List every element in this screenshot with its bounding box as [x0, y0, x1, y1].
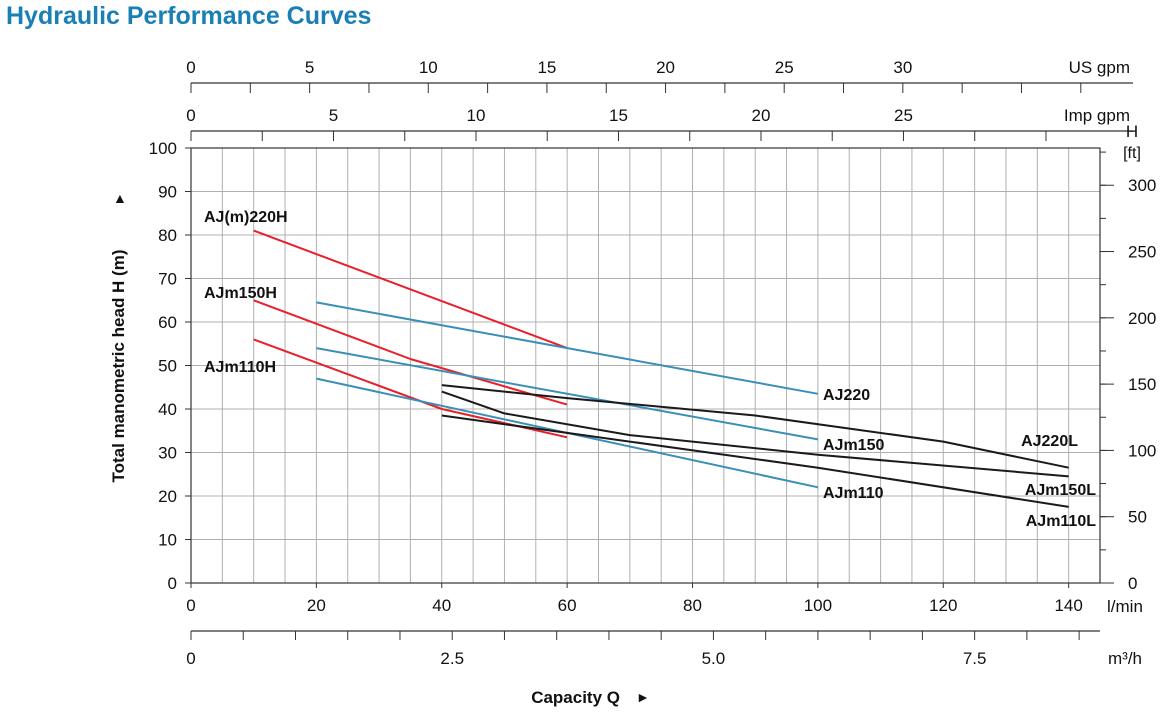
y-tick-label: 20 — [158, 487, 177, 506]
us-gpm-tick-label: 30 — [893, 58, 912, 77]
axes — [185, 82, 1133, 640]
us-gpm-tick-label: 0 — [186, 58, 195, 77]
series-line-ajm150l — [441, 390, 1069, 478]
y-tick-label: 10 — [158, 531, 177, 550]
y-axis-title-group: Total manometric head H (m) ▲ — [109, 190, 128, 483]
imp-gpm-tick-label: 15 — [609, 106, 628, 125]
x-tick-label: 100 — [804, 596, 832, 615]
us-gpm-tick-label: 15 — [537, 58, 556, 77]
series-line-ajm110l — [441, 414, 1069, 508]
series-label-ajm150l: AJm150L — [1025, 482, 1096, 499]
ft-unit-h: H — [1126, 122, 1138, 141]
ft-tick-label: 300 — [1128, 176, 1156, 195]
page-title: Hydraulic Performance Curves — [6, 2, 372, 30]
series-label-ajm150h: AJm150H — [204, 285, 277, 302]
x-tick-label: 140 — [1054, 596, 1082, 615]
m3h-tick-label: 2.5 — [440, 649, 464, 668]
x-axis-title: Capacity Q — [531, 688, 620, 707]
us-gpm-tick-label: 10 — [419, 58, 438, 77]
us-gpm-tick-label: 20 — [656, 58, 675, 77]
series-line-ajm150 — [316, 347, 819, 441]
y-axis-arrow: ▲ — [113, 190, 127, 206]
imp-gpm-tick-label: 25 — [894, 106, 913, 125]
ft-tick-label: 250 — [1128, 243, 1156, 262]
y-tick-label: 40 — [158, 400, 177, 419]
x-tick-label: 120 — [929, 596, 957, 615]
y-tick-label: 100 — [149, 139, 177, 158]
y-tick-label: 60 — [158, 313, 177, 332]
x-tick-label: 60 — [558, 596, 577, 615]
series-line-aj-m-220h — [253, 229, 568, 350]
ft-tick-label: 150 — [1128, 375, 1156, 394]
us-gpm-tick-label: 5 — [305, 58, 314, 77]
m3h-unit-label: m³/h — [1108, 649, 1142, 668]
y-axis-title: Total manometric head H (m) — [109, 250, 128, 483]
x-tick-label: 20 — [307, 596, 326, 615]
y-tick-label: 50 — [158, 357, 177, 376]
y-tick-label: 90 — [158, 183, 177, 202]
imp-gpm-tick-label: 5 — [329, 106, 338, 125]
grid — [191, 148, 1100, 583]
us-gpm-tick-label: 25 — [775, 58, 794, 77]
m3h-tick-label: 5.0 — [702, 649, 726, 668]
m3h-tick-label: 7.5 — [963, 649, 987, 668]
y-tick-label: 30 — [158, 444, 177, 463]
imp-gpm-tick-label: 10 — [467, 106, 486, 125]
series-line-aj220 — [316, 301, 819, 395]
series-label-ajm110l: AJm110L — [1026, 513, 1096, 530]
imp-gpm-tick-label: 20 — [752, 106, 771, 125]
x-unit-label: l/min — [1107, 597, 1143, 616]
x-tick-label: 0 — [186, 596, 195, 615]
x-tick-label: 80 — [683, 596, 702, 615]
series-label-aj-m-220h: AJ(m)220H — [204, 209, 288, 226]
series-line-ajm150h — [253, 299, 568, 406]
series-label-aj220: AJ220 — [823, 387, 870, 404]
ft-tick-label: 200 — [1128, 309, 1156, 328]
series-label-ajm110: AJm110 — [823, 485, 884, 502]
series-labels: AJ(m)220H AJm150H AJm110H AJ220 AJm150 AJm110… — [204, 209, 1096, 530]
ft-tick-label: 50 — [1128, 508, 1147, 527]
y-tick-label: 70 — [158, 270, 177, 289]
series-line-aj220l — [441, 384, 1069, 469]
series-label-ajm110h: AJm110H — [204, 359, 276, 376]
series-label-aj220l: AJ220L — [1021, 433, 1078, 450]
y-tick-label: 80 — [158, 226, 177, 245]
us-gpm-unit-label: US gpm — [1069, 58, 1130, 77]
x-axis-arrow: ► — [636, 689, 650, 705]
ft-tick-label: 0 — [1128, 574, 1137, 593]
ft-unit-ft: [ft] — [1123, 145, 1141, 162]
series-label-ajm150: AJm150 — [823, 437, 884, 454]
series — [253, 229, 1069, 508]
ft-tick-label: 100 — [1128, 441, 1156, 460]
x-tick-label: 40 — [432, 596, 451, 615]
imp-gpm-tick-label: 0 — [186, 106, 195, 125]
m3h-tick-label: 0 — [186, 649, 195, 668]
y-tick-label: 0 — [168, 574, 177, 593]
imp-gpm-unit-label: Imp gpm — [1064, 106, 1130, 125]
